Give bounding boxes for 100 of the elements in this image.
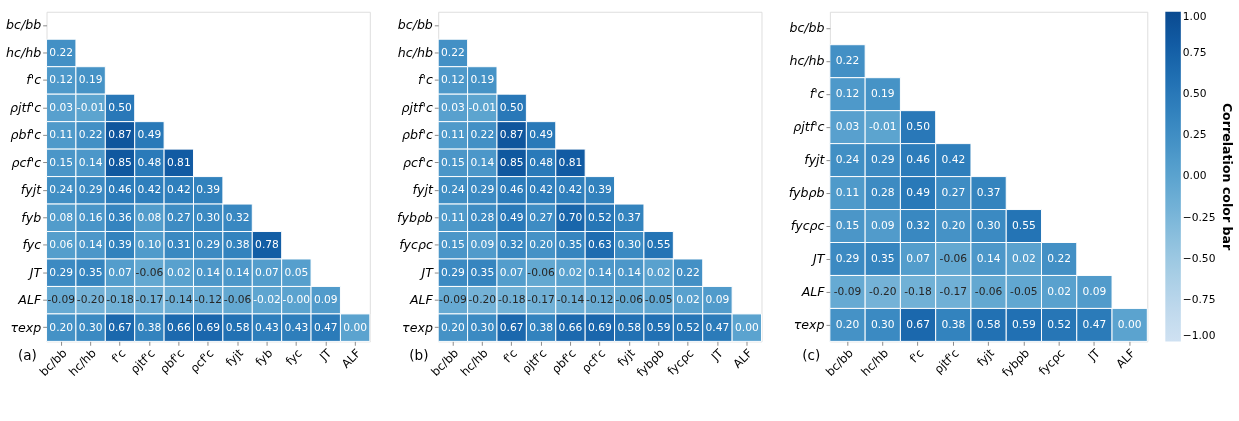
data-label: 0.70	[558, 210, 583, 224]
data-label: 0.24	[49, 183, 74, 197]
data-label: -0.18	[497, 293, 526, 307]
data-label: -0.09	[833, 284, 862, 298]
data-label: -0.01	[76, 100, 105, 114]
data-label: 0.42	[137, 183, 162, 197]
y-tick-label: ALF	[408, 292, 434, 308]
data-label: 0.07	[108, 265, 132, 279]
data-label: 0.59	[1011, 317, 1036, 331]
data-label: 0.59	[646, 320, 671, 334]
data-label: 0.22	[470, 128, 495, 142]
y-tick-label: ρbf'c	[10, 127, 42, 143]
data-label: 0.55	[1011, 218, 1036, 232]
data-label: -0.05	[644, 293, 673, 307]
data-label: 0.11	[441, 128, 465, 142]
data-label: 0.47	[1082, 317, 1107, 331]
data-label: 0.30	[196, 210, 221, 224]
data-label: 0.16	[78, 210, 103, 224]
data-label: 0.00	[1117, 317, 1142, 331]
data-label: 0.30	[470, 320, 495, 334]
data-label: -0.00	[282, 293, 311, 307]
data-label: 0.69	[196, 320, 221, 334]
y-tick-label: f'c	[809, 86, 825, 102]
data-label: 0.29	[470, 183, 495, 197]
data-label: 0.02	[676, 293, 700, 307]
data-label: 0.46	[499, 183, 524, 197]
data-label: 0.37	[976, 185, 1001, 199]
data-label: 0.24	[835, 153, 860, 167]
data-label: 0.02	[558, 265, 583, 279]
x-tick-label: fyb	[252, 346, 276, 369]
data-label: 0.08	[137, 210, 162, 224]
data-label: 0.47	[313, 320, 338, 334]
y-tick-label: hc/hb	[397, 44, 433, 60]
data-label: 0.15	[49, 155, 74, 169]
y-tick-label: f'c	[418, 72, 433, 88]
data-label: 0.39	[587, 183, 612, 197]
y-tick-label: ρjtf'c	[401, 99, 433, 115]
data-label: 0.07	[499, 265, 524, 279]
data-label: 0.19	[470, 73, 495, 87]
y-tick-label: τexp	[402, 319, 433, 335]
text: (c)	[802, 346, 821, 363]
y-tick-label: hc/hb	[6, 44, 42, 60]
data-label: 0.66	[166, 320, 191, 334]
data-label: 0.14	[470, 155, 495, 169]
data-label: 0.20	[835, 317, 860, 331]
y-tick-label: JT	[418, 264, 435, 280]
y-tick-label: ALF	[17, 292, 42, 308]
data-label: 0.02	[646, 265, 671, 279]
data-label: -0.06	[527, 265, 556, 279]
data-label: 0.52	[676, 320, 700, 334]
data-label: 0.31	[166, 238, 191, 252]
data-label: 0.02	[1011, 251, 1036, 265]
y-tick-label: bc/bb	[6, 17, 42, 33]
data-label: 0.20	[49, 320, 74, 334]
data-label: 0.14	[225, 265, 250, 279]
x-tick-label: JT	[1084, 345, 1104, 365]
data-label: 0.48	[137, 155, 162, 169]
data-label: 0.27	[166, 210, 191, 224]
y-tick-label: fycρc	[399, 237, 433, 253]
data-label: 0.11	[441, 210, 465, 224]
data-label: 0.69	[587, 320, 612, 334]
data-label: 0.12	[441, 73, 465, 87]
data-label: -0.17	[939, 284, 968, 298]
data-label: 0.07	[906, 251, 930, 265]
data-label: -0.20	[468, 293, 497, 307]
data-label: 0.15	[441, 238, 465, 252]
data-label: 0.49	[529, 128, 554, 142]
data-label: 0.42	[529, 183, 553, 197]
data-label: 0.08	[49, 210, 74, 224]
data-label: 0.03	[441, 100, 465, 114]
x-tick-label: fyc	[282, 346, 305, 369]
data-label: 0.11	[835, 185, 860, 199]
data-label: 0.11	[49, 128, 74, 142]
data-label: -0.09	[439, 293, 467, 307]
data-label: 0.22	[835, 54, 860, 68]
data-label: 0.09	[1082, 284, 1107, 298]
x-tick-label: f'c	[108, 346, 129, 366]
color-bar-label: −0.25	[1182, 210, 1216, 224]
data-label: 0.87	[499, 128, 524, 142]
data-label: -0.14	[165, 293, 193, 307]
data-label: 0.43	[284, 320, 309, 334]
data-label: 0.63	[587, 238, 612, 252]
data-label: 0.32	[499, 238, 524, 252]
data-label: 0.46	[108, 183, 133, 197]
data-label: 0.30	[976, 218, 1001, 232]
data-label: 0.43	[255, 320, 279, 334]
color-bar-label: 0.50	[1182, 87, 1207, 101]
data-label: 0.30	[78, 320, 103, 334]
x-tick-label: JT	[707, 345, 727, 365]
data-label: 0.85	[499, 155, 524, 169]
color-bar-label: −0.50	[1182, 251, 1216, 265]
y-tick-label: fyjt	[804, 151, 826, 167]
data-label: 0.14	[78, 238, 103, 252]
y-tick-label: fyc	[22, 237, 42, 253]
data-label: 0.50	[499, 100, 524, 114]
data-label: 0.00	[343, 320, 368, 334]
data-label: 0.85	[108, 155, 132, 169]
data-label: 0.52	[1047, 317, 1071, 331]
text: (b)	[409, 346, 429, 363]
data-label: 0.12	[835, 87, 860, 101]
